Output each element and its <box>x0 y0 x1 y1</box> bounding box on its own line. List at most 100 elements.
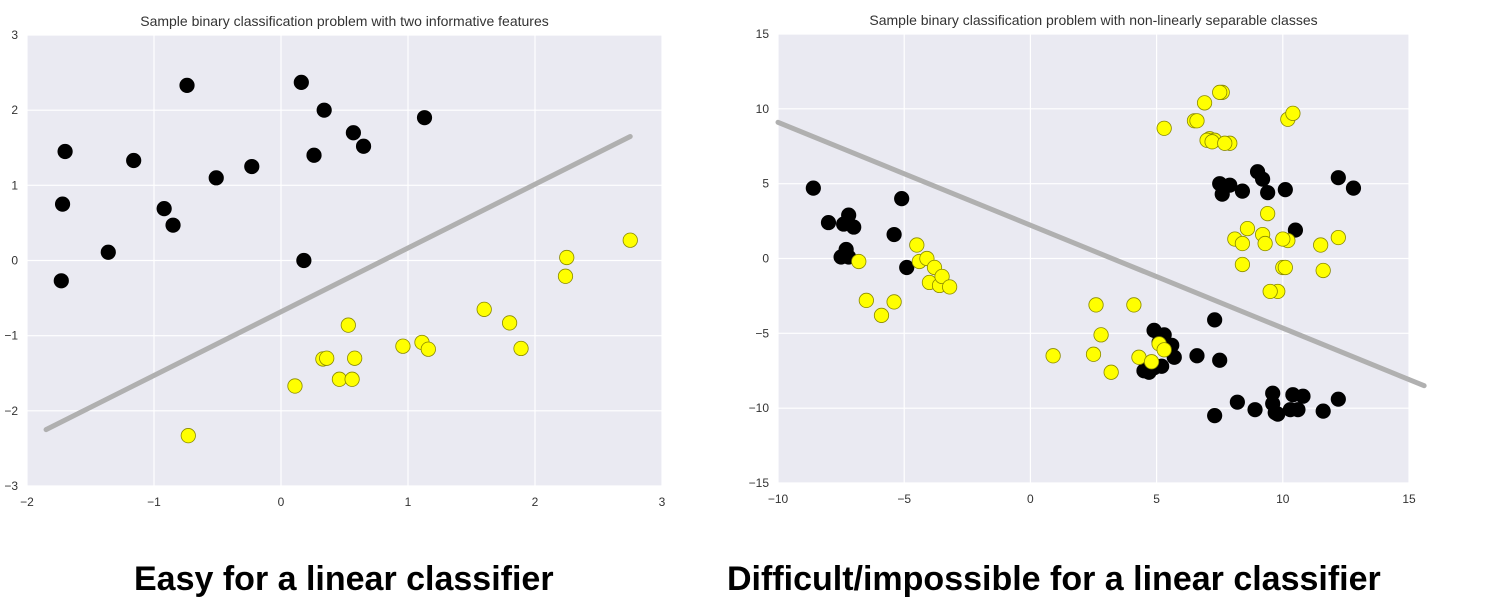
data-point <box>1262 283 1278 300</box>
data-point <box>100 244 116 260</box>
y-tick-label: 15 <box>756 27 770 41</box>
data-point <box>1207 408 1223 424</box>
chart-title: Sample binary classification problem wit… <box>140 13 549 29</box>
data-point <box>1260 206 1276 222</box>
data-point <box>331 371 348 387</box>
data-point <box>54 196 71 212</box>
data-point <box>1045 348 1061 364</box>
data-point <box>1315 403 1331 419</box>
y-tick-label: −3 <box>4 479 18 493</box>
data-point <box>846 219 862 235</box>
data-point <box>347 350 363 366</box>
x-tick-label: 5 <box>1153 492 1160 506</box>
data-point <box>559 249 575 266</box>
y-tick-label: 0 <box>11 254 18 268</box>
data-point <box>165 217 181 233</box>
x-tick-label: −5 <box>897 492 911 506</box>
data-point <box>873 307 890 323</box>
data-point <box>942 279 958 295</box>
data-point <box>1222 177 1238 193</box>
y-tick-label: 1 <box>11 178 18 192</box>
data-point <box>909 237 925 253</box>
y-tick-label: 0 <box>762 252 769 266</box>
caption-difficult: Difficult/impossible for a linear classi… <box>727 560 1381 598</box>
data-point <box>1229 394 1245 410</box>
data-point <box>355 138 372 154</box>
series-0 <box>53 74 433 289</box>
data-point <box>858 292 874 309</box>
data-point <box>1315 262 1331 279</box>
data-point <box>1156 120 1172 136</box>
data-point <box>1131 349 1147 365</box>
data-point <box>1285 105 1301 121</box>
data-point <box>1189 113 1205 129</box>
data-point <box>180 428 196 444</box>
decision-boundary-line <box>775 119 1427 389</box>
data-point <box>1345 180 1362 196</box>
x-tick-label: −10 <box>768 492 789 506</box>
data-point <box>899 259 915 276</box>
data-point <box>345 125 361 141</box>
data-point <box>244 158 260 175</box>
data-point <box>126 152 142 169</box>
chart-nonlinear: Sample binary classification problem wit… <box>730 0 1493 540</box>
scatter-plot-linear: Sample binary classification problem wit… <box>4 13 665 509</box>
x-tick-label: −1 <box>147 495 161 509</box>
data-point <box>1287 222 1304 238</box>
data-point <box>1265 385 1281 401</box>
data-point <box>886 294 902 310</box>
data-point <box>296 252 312 269</box>
data-point <box>1234 183 1251 199</box>
y-tick-label: −2 <box>4 404 18 418</box>
data-point <box>340 317 356 333</box>
data-point <box>1189 348 1205 364</box>
data-point <box>622 232 638 248</box>
data-point <box>1156 342 1172 358</box>
series-1 <box>851 84 1346 380</box>
data-point <box>1234 256 1251 273</box>
scatter-plot-nonlinear: Sample binary classification problem wit… <box>749 12 1427 506</box>
data-point <box>1212 352 1228 368</box>
data-point <box>344 371 360 387</box>
data-point <box>395 338 411 354</box>
data-point <box>1143 354 1160 370</box>
data-point <box>1290 402 1306 418</box>
decision-boundary-line <box>43 133 633 433</box>
data-point <box>287 378 303 394</box>
data-point <box>1234 235 1251 252</box>
data-point <box>1255 171 1271 187</box>
data-point <box>513 340 529 357</box>
data-point <box>1257 235 1273 252</box>
data-point <box>1212 84 1228 100</box>
y-tick-label: −1 <box>4 329 18 343</box>
data-point <box>420 341 436 357</box>
data-point <box>501 315 518 331</box>
x-tick-label: 0 <box>1027 492 1034 506</box>
data-point <box>1330 170 1346 186</box>
data-point <box>316 102 332 118</box>
y-tick-label: −15 <box>749 476 770 490</box>
data-point <box>1275 231 1291 247</box>
data-point <box>1085 346 1102 362</box>
data-point <box>1295 388 1311 404</box>
data-point <box>934 268 950 285</box>
data-point <box>1093 327 1109 343</box>
data-point <box>851 253 867 270</box>
data-point <box>156 201 172 217</box>
data-point <box>1207 312 1223 328</box>
data-point <box>1277 259 1293 276</box>
data-point <box>1239 220 1256 237</box>
data-point <box>416 110 433 126</box>
data-point <box>476 301 492 317</box>
data-point <box>1330 391 1346 407</box>
data-point <box>179 77 195 93</box>
data-point <box>886 226 902 243</box>
data-point <box>306 147 322 163</box>
series-1 <box>180 232 638 444</box>
data-point <box>1204 134 1220 150</box>
y-tick-label: 3 <box>11 28 18 42</box>
data-point <box>53 273 69 289</box>
x-tick-label: −2 <box>20 495 34 509</box>
y-tick-label: −5 <box>755 326 769 340</box>
y-tick-label: 2 <box>11 103 18 117</box>
